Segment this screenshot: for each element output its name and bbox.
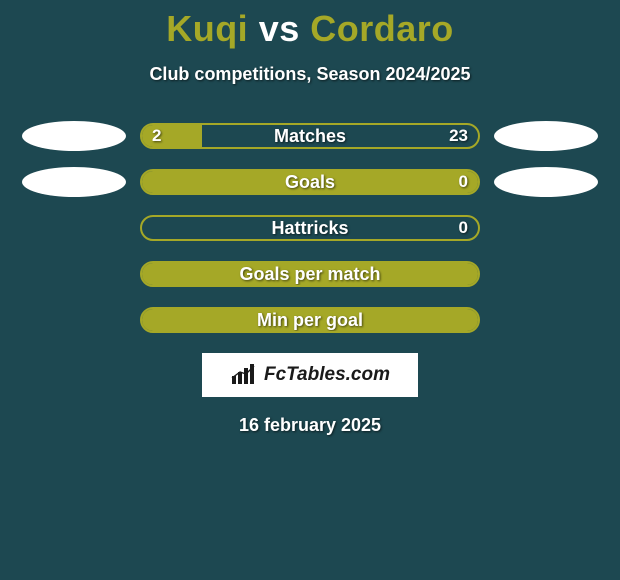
bar-fill-left	[142, 263, 478, 285]
stat-bar: Matches223	[140, 123, 480, 149]
stat-value-right: 23	[449, 125, 468, 147]
player2-name: Cordaro	[310, 8, 454, 49]
player1-name: Kuqi	[166, 8, 248, 49]
stat-value-right: 0	[459, 217, 468, 239]
player2-oval	[494, 121, 598, 151]
stat-bar: Goals0	[140, 169, 480, 195]
player1-oval	[22, 121, 126, 151]
logo: FcTables.com	[230, 364, 390, 386]
stat-value-left: 2	[152, 125, 161, 147]
infographic-root: Kuqi vs Cordaro Club competitions, Seaso…	[0, 0, 620, 580]
stat-value-right: 0	[459, 171, 468, 193]
vs-text: vs	[259, 8, 300, 49]
stat-row: Hattricks0	[0, 215, 620, 241]
stat-row: Goals per match	[0, 261, 620, 287]
subtitle: Club competitions, Season 2024/2025	[0, 64, 620, 85]
logo-box: FcTables.com	[202, 353, 418, 397]
bar-chart-icon	[230, 364, 258, 386]
stat-row: Matches223	[0, 123, 620, 149]
stat-bars: Matches223Goals0Hattricks0Goals per matc…	[0, 123, 620, 333]
stat-bar: Hattricks0	[140, 215, 480, 241]
logo-text: FcTables.com	[264, 364, 390, 386]
bar-fill-left	[142, 171, 478, 193]
stat-label: Hattricks	[142, 217, 478, 239]
player1-oval	[22, 167, 126, 197]
stat-row: Goals0	[0, 169, 620, 195]
stat-row: Min per goal	[0, 307, 620, 333]
date-text: 16 february 2025	[0, 415, 620, 436]
stat-bar: Goals per match	[140, 261, 480, 287]
player2-oval	[494, 167, 598, 197]
bar-fill-left	[142, 309, 478, 331]
stat-bar: Min per goal	[140, 307, 480, 333]
page-title: Kuqi vs Cordaro	[0, 0, 620, 50]
